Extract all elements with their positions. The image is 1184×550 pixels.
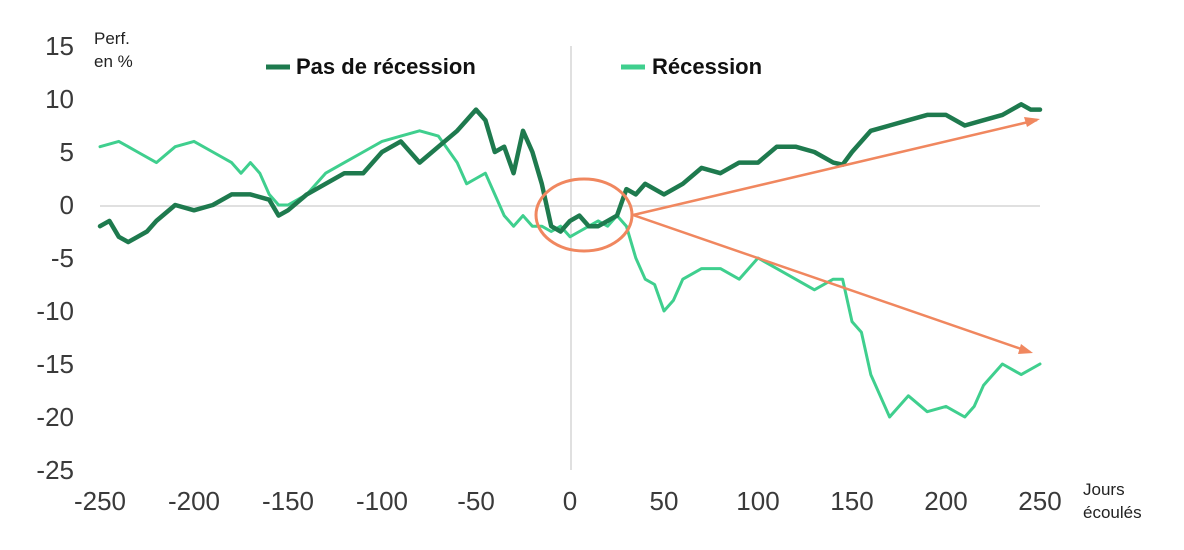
y-tick-label: 5 <box>60 137 74 167</box>
x-tick-label: 100 <box>736 486 779 516</box>
arrow-down-head <box>1018 344 1033 354</box>
y-tick-label: -25 <box>36 455 74 485</box>
arrow-up-head <box>1024 117 1040 127</box>
y-tick-label: 10 <box>45 84 74 114</box>
crossover-circle <box>534 177 634 253</box>
x-axis-label: Jours écoulés <box>1083 480 1142 522</box>
legend: Pas de récession Récession <box>266 54 762 79</box>
y-tick-label: -10 <box>36 296 74 326</box>
x-tick-label: 150 <box>830 486 873 516</box>
y-tick-label: -15 <box>36 349 74 379</box>
y-axis-ticks: 15 10 5 0 -5 -10 -15 -20 -25 <box>36 31 74 485</box>
arrow-up-trend <box>632 118 1038 217</box>
x-tick-label: 0 <box>563 486 577 516</box>
x-tick-label: -200 <box>168 486 220 516</box>
x-tick-label: 250 <box>1018 486 1061 516</box>
series-layer <box>97 102 1043 419</box>
y-axis-label: Perf. en % <box>94 29 135 71</box>
x-tick-label: -50 <box>457 486 495 516</box>
y-tick-label: 0 <box>60 190 74 220</box>
y-tick-label: -5 <box>51 243 74 273</box>
legend-label-recession: Récession <box>652 54 762 79</box>
annotations <box>534 117 1040 354</box>
x-tick-label: -150 <box>262 486 314 516</box>
series-line-recession <box>98 129 1042 419</box>
series-line-pas-de-recession <box>97 102 1043 245</box>
y-tick-label: 15 <box>45 31 74 61</box>
x-tick-label: 200 <box>924 486 967 516</box>
y-tick-label: -20 <box>36 402 74 432</box>
x-tick-label: 50 <box>650 486 679 516</box>
arrow-down-trend <box>632 213 1031 354</box>
x-tick-label: -250 <box>74 486 126 516</box>
x-axis-ticks: -250 -200 -150 -100 -50 0 50 100 150 200 250 <box>74 486 1062 516</box>
legend-label-pas-de-recession: Pas de récession <box>296 54 476 79</box>
x-tick-label: -100 <box>356 486 408 516</box>
